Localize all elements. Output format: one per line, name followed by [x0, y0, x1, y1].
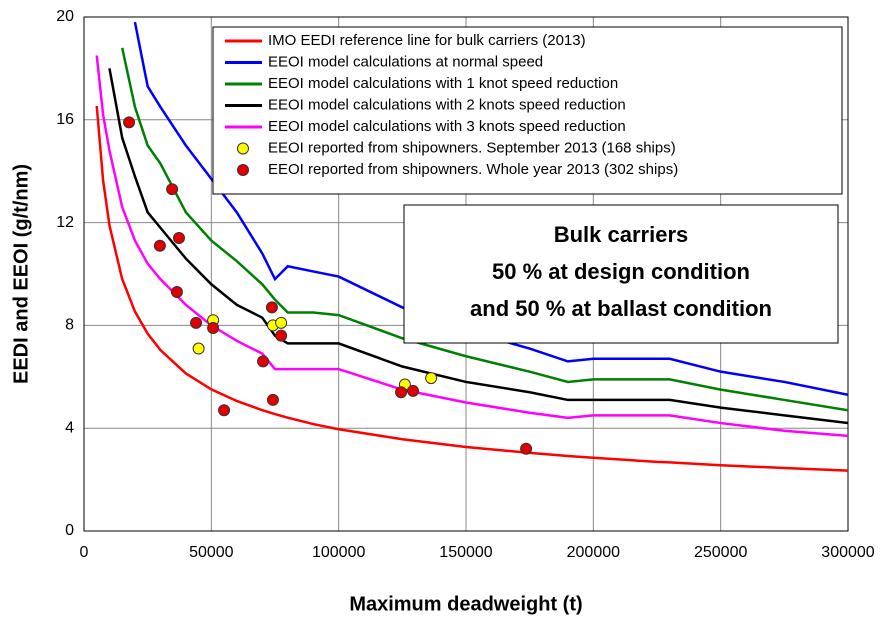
data-point	[257, 355, 270, 368]
data-point	[520, 442, 533, 455]
annotation-box	[403, 204, 839, 344]
data-point	[218, 404, 231, 417]
data-point	[275, 329, 288, 342]
data-point	[407, 384, 420, 397]
data-point	[166, 183, 179, 196]
legend-marker	[237, 164, 249, 176]
y-tick-label: 8	[65, 317, 74, 334]
y-tick-label: 12	[56, 214, 74, 231]
annotation-text: 50 % at design condition	[492, 259, 750, 284]
data-point	[395, 386, 408, 399]
x-tick-label: 250000	[694, 544, 747, 561]
legend-box	[212, 26, 843, 195]
data-point	[207, 321, 220, 334]
data-line	[95, 105, 848, 472]
x-tick-label: 150000	[439, 544, 492, 561]
y-tick-label: 4	[65, 419, 74, 436]
legend-label: EEOI model calculations with 3 knots spe…	[268, 118, 626, 135]
legend-label: IMO EEDI reference line for bulk carrier…	[268, 32, 586, 49]
data-point	[266, 393, 279, 406]
y-axis-title: EEDI and EEOI (g/t/nm)	[10, 164, 32, 384]
y-tick-label: 20	[56, 8, 74, 25]
plot-border	[83, 16, 849, 532]
data-line	[95, 55, 848, 438]
data-point	[192, 342, 205, 355]
x-axis-title: Maximum deadweight (t)	[349, 593, 582, 615]
legend-label: EEOI reported from shipowners. Whole yea…	[268, 161, 678, 178]
data-point	[123, 116, 136, 129]
x-tick-label: 300000	[821, 544, 874, 561]
data-line	[133, 21, 848, 397]
annotation-text: and 50 % at ballast condition	[470, 296, 772, 321]
y-tick-label: 0	[65, 522, 74, 539]
y-tick-label: 16	[56, 111, 74, 128]
x-tick-label: 50000	[189, 544, 234, 561]
data-point	[153, 239, 166, 252]
data-point	[275, 316, 288, 329]
annotation-text: Bulk carriers	[554, 222, 689, 247]
data-point	[190, 316, 203, 329]
legend-label: EEOI model calculations with 1 knot spee…	[268, 75, 618, 92]
data-point	[265, 301, 278, 314]
x-tick-label: 0	[80, 544, 89, 561]
data-line	[108, 68, 848, 425]
legend-marker	[237, 142, 249, 155]
data-point	[172, 232, 185, 245]
x-tick-label: 100000	[312, 544, 365, 561]
x-tick-label: 200000	[567, 544, 620, 561]
legend-label: EEOI model calculations with 2 knots spe…	[268, 96, 626, 113]
data-point	[425, 372, 438, 385]
data-point	[170, 285, 183, 298]
legend-label: EEOI model calculations at normal speed	[268, 53, 543, 70]
legend-label: EEOI reported from shipowners. September…	[268, 139, 676, 156]
